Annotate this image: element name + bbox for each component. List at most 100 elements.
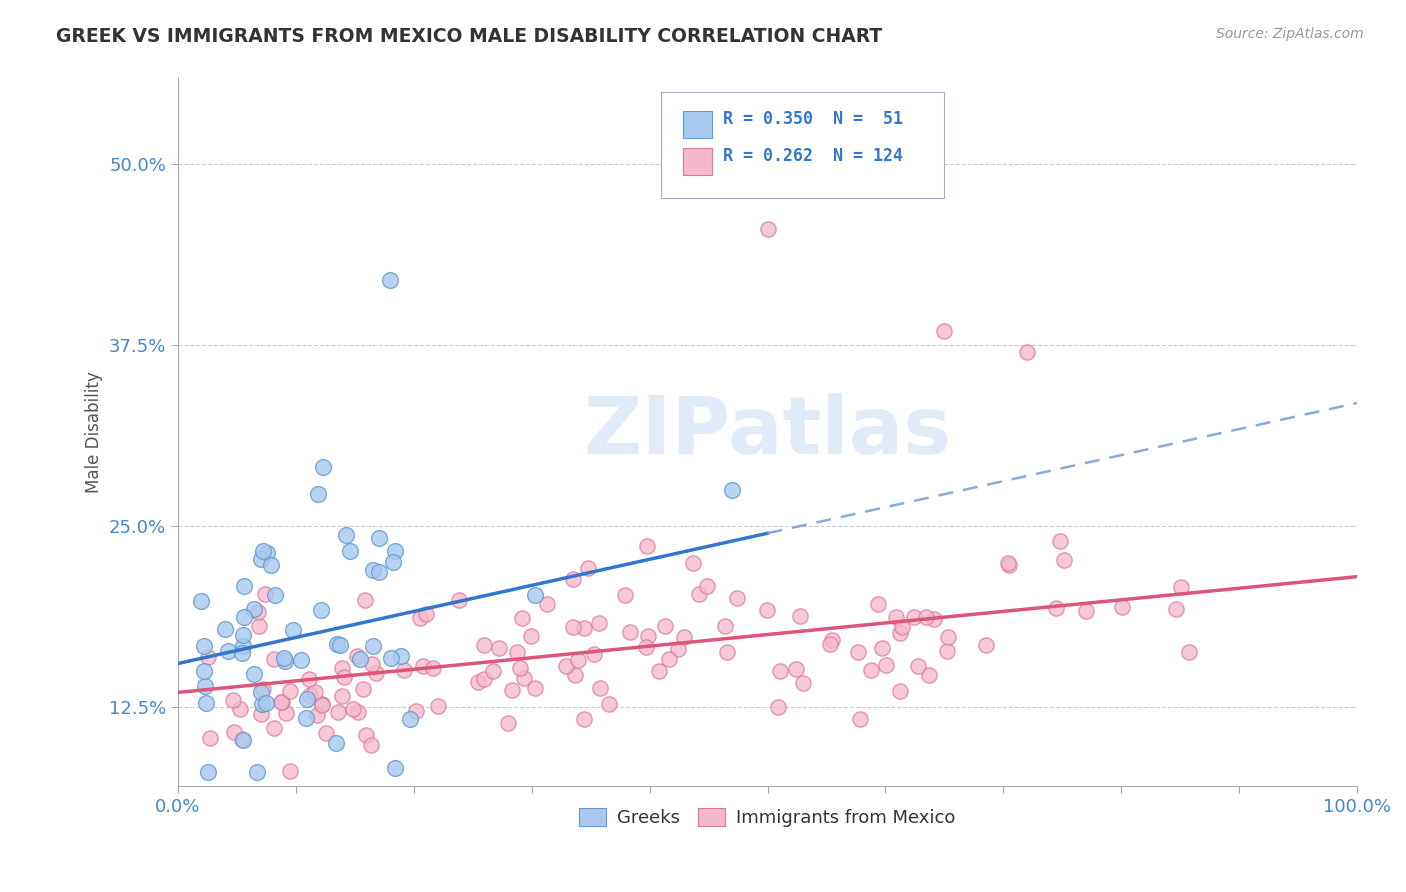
- Point: [567, 653, 589, 667]
- Point: [875, 658, 897, 673]
- Point: [392, 663, 415, 677]
- Point: [613, 589, 636, 603]
- Point: [637, 629, 659, 643]
- Point: [821, 633, 844, 648]
- Point: [870, 640, 893, 655]
- Point: [363, 563, 385, 577]
- Point: [536, 597, 558, 611]
- Point: [329, 638, 352, 652]
- Point: [298, 672, 321, 686]
- Point: [997, 556, 1019, 570]
- Point: [194, 679, 217, 693]
- Point: [364, 665, 387, 680]
- Point: [415, 607, 437, 621]
- Point: [523, 588, 546, 602]
- Point: [849, 712, 872, 726]
- Point: [264, 588, 287, 602]
- Point: [917, 668, 939, 682]
- Point: [934, 324, 956, 338]
- Point: [562, 620, 585, 634]
- Point: [252, 682, 274, 697]
- Point: [562, 572, 585, 586]
- Point: [290, 653, 312, 667]
- Point: [252, 698, 274, 712]
- Point: [247, 605, 270, 619]
- Y-axis label: Male Disability: Male Disability: [86, 371, 103, 493]
- Text: R = 0.350  N =  51: R = 0.350 N = 51: [723, 110, 903, 128]
- Point: [412, 659, 434, 673]
- Point: [588, 681, 610, 695]
- Point: [588, 615, 610, 630]
- Point: [328, 705, 350, 719]
- Point: [467, 675, 489, 690]
- Point: [325, 736, 347, 750]
- Point: [766, 700, 789, 714]
- Point: [725, 591, 748, 605]
- Point: [231, 732, 253, 747]
- Point: [509, 661, 531, 675]
- Point: [276, 706, 298, 720]
- Bar: [683, 148, 711, 176]
- Point: [482, 665, 505, 679]
- Point: [214, 623, 236, 637]
- Point: [924, 612, 946, 626]
- Point: [384, 544, 406, 558]
- Point: [769, 665, 792, 679]
- Point: [352, 682, 374, 697]
- Point: [382, 555, 405, 569]
- Text: GREEK VS IMMIGRANTS FROM MEXICO MALE DISABILITY CORRELATION CHART: GREEK VS IMMIGRANTS FROM MEXICO MALE DIS…: [56, 27, 883, 45]
- Point: [935, 644, 957, 658]
- Point: [903, 610, 925, 624]
- Point: [278, 684, 301, 698]
- Point: [721, 483, 744, 497]
- Point: [232, 732, 254, 747]
- Point: [273, 653, 295, 667]
- Point: [496, 715, 519, 730]
- Point: [1049, 534, 1071, 549]
- Point: [246, 764, 269, 779]
- Point: [409, 611, 432, 625]
- Point: [756, 222, 779, 236]
- Bar: [683, 111, 711, 137]
- Point: [263, 721, 285, 735]
- Point: [263, 652, 285, 666]
- Point: [673, 630, 696, 644]
- Point: [295, 692, 318, 706]
- Point: [666, 641, 689, 656]
- Point: [914, 609, 936, 624]
- Point: [501, 682, 523, 697]
- Point: [789, 609, 811, 624]
- Point: [260, 558, 283, 573]
- Point: [330, 689, 353, 703]
- Point: [309, 603, 332, 617]
- Point: [270, 695, 292, 709]
- Point: [889, 625, 911, 640]
- Point: [654, 619, 676, 633]
- Point: [449, 593, 471, 607]
- Point: [250, 707, 273, 722]
- Legend: Greeks, Immigrants from Mexico: Greeks, Immigrants from Mexico: [572, 800, 963, 834]
- Point: [564, 668, 586, 682]
- Point: [792, 676, 814, 690]
- Point: [222, 693, 245, 707]
- Point: [572, 621, 595, 635]
- Point: [1053, 552, 1076, 566]
- Point: [488, 641, 510, 656]
- Point: [866, 597, 889, 611]
- Point: [399, 712, 422, 726]
- Point: [380, 651, 402, 665]
- Point: [252, 544, 274, 558]
- Point: [472, 638, 495, 652]
- Point: [998, 558, 1021, 573]
- Point: [1015, 345, 1038, 359]
- Point: [250, 685, 273, 699]
- Point: [384, 761, 406, 775]
- Point: [326, 637, 349, 651]
- Point: [860, 663, 883, 677]
- Point: [254, 696, 277, 710]
- Point: [389, 648, 412, 663]
- Point: [195, 696, 218, 710]
- Point: [380, 273, 402, 287]
- Point: [242, 667, 264, 681]
- Point: [1170, 580, 1192, 594]
